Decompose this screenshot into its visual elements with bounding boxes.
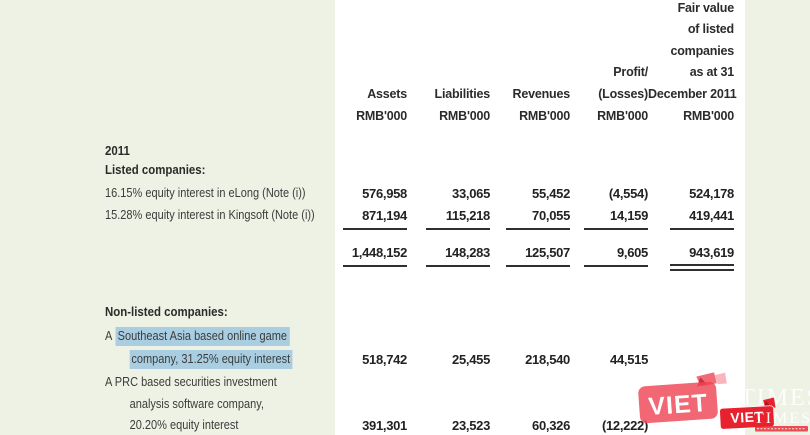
header-row-profit: Profit/ as at 31 bbox=[105, 62, 734, 82]
header-row-columns: Assets Liabilities Revenues (Losses) Dec… bbox=[105, 84, 737, 104]
prc-company-label-line1: A PRC based securities investment bbox=[105, 375, 277, 389]
listed-companies-heading: Listed companies: bbox=[105, 161, 206, 177]
game-revenues: 218,540 bbox=[525, 351, 570, 367]
elong-fair-value: 524,178 bbox=[689, 185, 734, 201]
sum-rule bbox=[343, 265, 407, 267]
fair-value-header-line5: December 2011 bbox=[648, 87, 737, 101]
elong-label: 16.15% equity interest in eLong (Note (i… bbox=[105, 186, 306, 200]
revenues-unit: RMB'000 bbox=[519, 109, 570, 123]
liabilities-header: Liabilities bbox=[434, 87, 491, 101]
prc-revenues: 60,326 bbox=[532, 417, 570, 433]
game-company-label-line2: company, 31.25% equity interest bbox=[105, 350, 299, 369]
table-row-kingsoft: 15.28% equity interest in Kingsoft (Note… bbox=[105, 205, 734, 225]
revenues-header: Revenues bbox=[512, 87, 571, 101]
elong-assets: 576,958 bbox=[362, 185, 407, 201]
year-row: 2011 bbox=[105, 140, 734, 160]
table-row-prc-values: 20.20% equity interest 391,301 23,523 60… bbox=[105, 415, 734, 435]
elong-profit: (4,554) bbox=[608, 185, 648, 201]
game-assets: 518,742 bbox=[362, 351, 407, 367]
fair-value-header-line3: companies bbox=[670, 44, 734, 58]
listed-heading-row: Listed companies: bbox=[105, 159, 734, 179]
highlighted-text-line2: company, 31.25% equity interest bbox=[129, 350, 293, 369]
game-company-label-line1: A Southeast Asia based online game bbox=[105, 327, 299, 346]
header-row-fair-value-3: companies bbox=[105, 41, 734, 61]
subtotal-rule-row bbox=[105, 227, 734, 230]
highlighted-text-line1: Southeast Asia based online game bbox=[115, 327, 290, 346]
prc-company-label-line2: analysis software company, bbox=[129, 397, 264, 411]
sum-rule bbox=[584, 228, 648, 230]
sum-rule bbox=[426, 265, 490, 267]
sum-rule bbox=[426, 228, 490, 230]
header-row-fair-value-2: of listed bbox=[105, 19, 734, 39]
fair-value-header-line4: as at 31 bbox=[689, 65, 734, 79]
header-row-units: RMB'000 RMB'000 RMB'000 RMB'000 RMB'000 bbox=[105, 106, 734, 126]
game-liabilities: 25,455 bbox=[452, 351, 490, 367]
total-rule-row bbox=[105, 264, 734, 271]
total-profit: 9,605 bbox=[616, 244, 648, 260]
year-label: 2011 bbox=[105, 142, 130, 158]
total-fair-value: 943,619 bbox=[689, 244, 734, 260]
assets-unit: RMB'000 bbox=[356, 109, 407, 123]
table-row-game-company-values: company, 31.25% equity interest 518,742 … bbox=[105, 349, 734, 369]
elong-liabilities: 33,065 bbox=[452, 185, 490, 201]
prc-company-label-line3: 20.20% equity interest bbox=[129, 418, 239, 432]
watermark-small-badge: VIET bbox=[719, 397, 776, 430]
elong-revenues: 55,452 bbox=[532, 185, 570, 201]
total-assets: 1,448,152 bbox=[351, 244, 407, 260]
kingsoft-profit: 14,159 bbox=[610, 207, 648, 223]
liabilities-unit: RMB'000 bbox=[439, 109, 490, 123]
fair-value-header-line1: Fair value bbox=[677, 1, 735, 15]
prc-profit: (12,222) bbox=[601, 417, 648, 433]
table-row-prc-line2: analysis software company, bbox=[105, 394, 734, 414]
header-row-fair-value-1: Fair value bbox=[105, 0, 735, 18]
kingsoft-label: 15.28% equity interest in Kingsoft (Note… bbox=[105, 208, 315, 222]
watermark-viet-small-text: VIET bbox=[730, 408, 764, 426]
kingsoft-assets: 871,194 bbox=[362, 207, 407, 223]
table-row-listed-total: 1,448,152 148,283 125,507 9,605 943,619 bbox=[105, 242, 734, 262]
assets-header: Assets bbox=[367, 87, 407, 101]
watermark-viet-big-text: VIET bbox=[648, 389, 709, 421]
nonlisted-companies-heading: Non-listed companies: bbox=[105, 303, 228, 319]
sum-rule bbox=[343, 228, 407, 230]
nonlisted-heading-row: Non-listed companies: bbox=[105, 301, 734, 321]
table-background-band bbox=[335, 0, 745, 435]
sum-rule bbox=[506, 265, 570, 267]
table-row-elong: 16.15% equity interest in eLong (Note (i… bbox=[105, 183, 734, 203]
game-company-prefix: A bbox=[105, 329, 113, 343]
table-row-prc-line1: A PRC based securities investment bbox=[105, 372, 734, 392]
fair-value-unit: RMB'000 bbox=[683, 109, 734, 123]
viettimes-watermark-logo: TIMES VIET VIET TIMES bbox=[638, 372, 810, 432]
kingsoft-fair-value: 419,441 bbox=[689, 207, 734, 223]
kingsoft-revenues: 70,055 bbox=[532, 207, 570, 223]
profit-unit: RMB'000 bbox=[597, 109, 648, 123]
table-row-game-company-line1: A Southeast Asia based online game bbox=[105, 326, 734, 346]
fair-value-header-line2: of listed bbox=[687, 22, 734, 36]
profit-header-line1: Profit/ bbox=[613, 65, 648, 79]
game-profit: 44,515 bbox=[610, 351, 648, 367]
total-liabilities: 148,283 bbox=[445, 244, 490, 260]
sum-rule bbox=[584, 265, 648, 267]
watermark-big-badge: VIET bbox=[638, 372, 727, 424]
kingsoft-liabilities: 115,218 bbox=[445, 207, 490, 223]
prc-liabilities: 23,523 bbox=[452, 417, 490, 433]
profit-header-line2: (Losses) bbox=[598, 87, 648, 101]
double-sum-rule bbox=[670, 264, 734, 271]
watermark-times-small-text: TIMES bbox=[754, 410, 810, 427]
total-revenues: 125,507 bbox=[525, 244, 570, 260]
sum-rule bbox=[506, 228, 570, 230]
prc-assets: 391,301 bbox=[362, 417, 407, 433]
sum-rule bbox=[670, 228, 734, 230]
